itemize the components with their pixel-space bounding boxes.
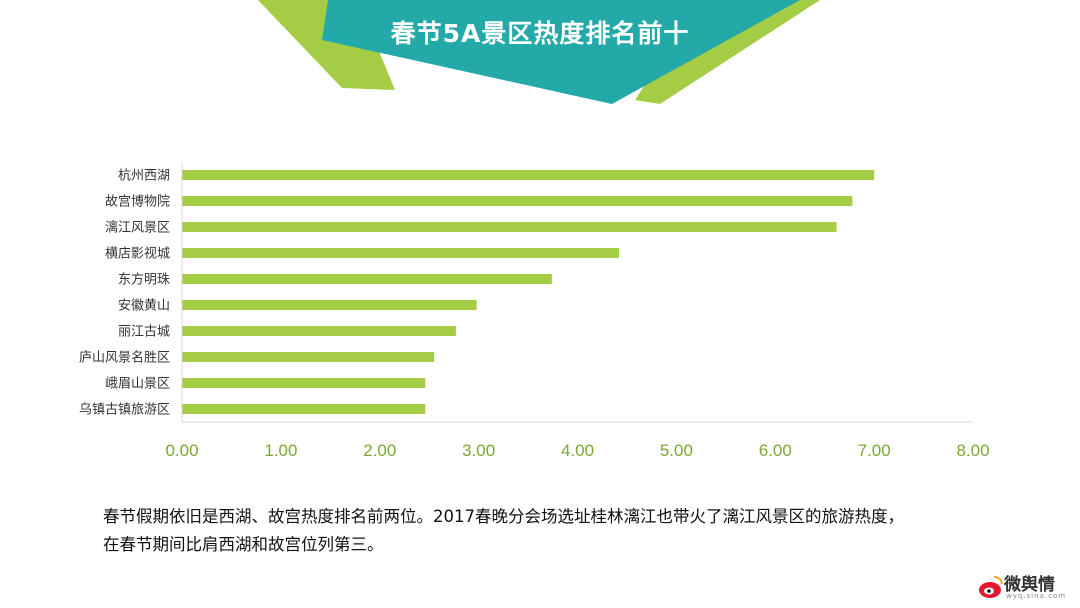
category-label: 安徽黄山: [118, 299, 170, 314]
category-label: 峨眉山景区: [105, 377, 170, 392]
bar: [182, 170, 875, 180]
category-labels: 杭州西湖故宫博物院漓江风景区横店影视城东方明珠安徽黄山丽江古城庐山风景名胜区峨眉…: [79, 169, 170, 418]
category-label: 庐山风景名胜区: [79, 350, 170, 366]
title-banner: [258, 0, 820, 104]
bar: [182, 352, 435, 362]
x-tick-label: 3.00: [462, 441, 495, 460]
x-tick-label: 0.00: [165, 441, 198, 460]
weibo-logo-icon: [979, 576, 1003, 598]
category-label: 丽江古城: [118, 325, 170, 340]
x-tick-label: 6.00: [759, 441, 792, 460]
category-label: 杭州西湖: [118, 169, 170, 184]
category-label: 漓江风景区: [105, 220, 170, 236]
caption-text: 春节假期依旧是西湖、故宫热度排名前两位。2017春晚分会场选址桂林漓江也带火了漓…: [103, 503, 1003, 559]
bar: [182, 196, 853, 206]
caption-line-1: 春节假期依旧是西湖、故宫热度排名前两位。2017春晚分会场选址桂林漓江也带火了漓…: [103, 507, 904, 526]
category-label: 故宫博物院: [105, 195, 170, 210]
x-tick-label: 5.00: [660, 441, 693, 460]
banner-green-band-right: [635, 0, 820, 104]
bar: [182, 404, 426, 414]
x-tick-label: 1.00: [264, 441, 297, 460]
x-tick-labels: 0.00 1.00 2.00 3.00 4.00 5.00 6.00 7.00 8.00: [165, 441, 989, 460]
bar: [182, 300, 477, 310]
banner-teal-shape: [322, 0, 800, 104]
x-tick-label: 8.00: [956, 441, 989, 460]
page-title: 春节5A景区热度排名前十: [390, 19, 690, 48]
x-tick-label: 7.00: [858, 441, 891, 460]
x-tick-label: 2.00: [363, 441, 396, 460]
logo-subtext: wyq.sina.com: [1006, 592, 1067, 600]
bar: [182, 248, 620, 258]
category-label: 东方明珠: [118, 272, 170, 288]
x-tick-label: 4.00: [561, 441, 594, 460]
bar-chart: 杭州西湖故宫博物院漓江风景区横店影视城东方明珠安徽黄山丽江古城庐山风景名胜区峨眉…: [79, 162, 990, 460]
category-label: 横店影视城: [105, 247, 170, 262]
category-label: 乌镇古镇旅游区: [79, 402, 170, 418]
bar-group: [182, 170, 875, 414]
bar: [182, 222, 837, 232]
bar: [182, 326, 456, 336]
caption-line-2: 在春节期间比肩西湖和故宫位列第三。: [103, 535, 384, 554]
bar: [182, 378, 426, 388]
bar: [182, 274, 552, 284]
logo-text: 微舆情: [1004, 575, 1055, 595]
